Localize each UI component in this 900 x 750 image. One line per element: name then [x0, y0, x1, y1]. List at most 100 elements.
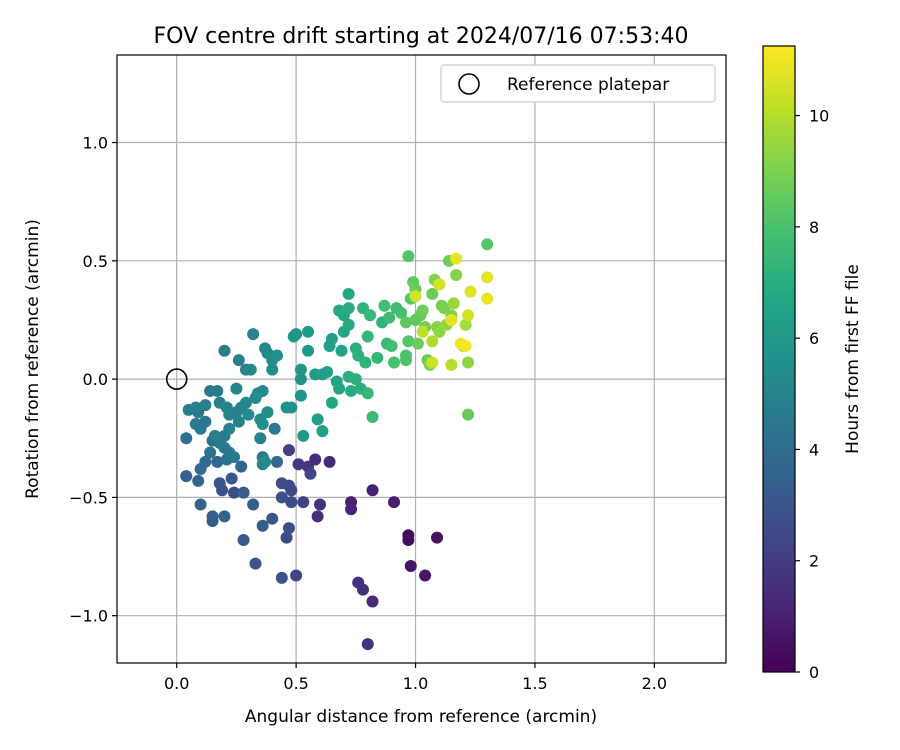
data-point	[232, 354, 245, 367]
data-points	[180, 238, 494, 651]
data-point	[294, 389, 307, 402]
data-point	[230, 382, 243, 395]
colorbar-tick-label: 0	[809, 663, 819, 682]
data-point	[345, 503, 358, 516]
data-point	[321, 366, 334, 379]
colorbar-ticks: 0 2 4 6 8 10	[795, 107, 829, 682]
data-point	[333, 304, 346, 317]
data-point	[192, 474, 205, 487]
x-axis-ticks: 0.0 0.5 1.0 1.5 2.0	[164, 663, 667, 693]
data-point	[199, 415, 212, 428]
data-point	[450, 252, 463, 265]
colorbar-tick-label: 6	[809, 329, 819, 348]
grid	[117, 55, 726, 663]
data-point	[481, 238, 494, 251]
data-point	[235, 460, 248, 473]
data-point	[259, 455, 272, 468]
data-point	[333, 382, 346, 395]
data-point	[399, 316, 412, 329]
data-point	[256, 519, 269, 532]
data-point	[213, 477, 226, 490]
data-point	[211, 384, 224, 397]
data-point	[409, 290, 422, 303]
y-tick-label: −1.0	[69, 607, 108, 626]
data-point	[225, 472, 238, 485]
data-point	[404, 560, 417, 573]
data-point	[352, 576, 365, 589]
data-point	[462, 408, 475, 421]
data-point	[302, 325, 315, 338]
data-point	[211, 455, 224, 468]
data-point	[218, 510, 231, 523]
data-point	[335, 344, 348, 357]
data-point	[361, 638, 374, 651]
plot-area	[116, 54, 727, 664]
data-point	[271, 349, 284, 362]
data-point	[199, 455, 212, 468]
colorbar-label: Hours from first FF file	[843, 264, 863, 454]
y-tick-label: 0.0	[83, 370, 108, 389]
legend-marker-icon	[458, 73, 480, 95]
x-tick-label: 1.5	[522, 674, 547, 693]
colorbar-gradient	[762, 45, 796, 673]
data-point	[275, 477, 288, 490]
colorbar-tick-label: 4	[809, 440, 819, 459]
data-point	[247, 498, 260, 511]
data-point	[359, 356, 372, 369]
y-tick-label: 0.5	[83, 252, 108, 271]
data-point	[388, 496, 401, 509]
data-point	[208, 429, 221, 442]
data-point	[402, 250, 415, 263]
data-point	[371, 351, 384, 364]
data-point	[481, 271, 494, 284]
plot-background	[117, 55, 726, 663]
data-point	[232, 415, 245, 428]
x-tick-label: 1.0	[403, 674, 428, 693]
data-point	[426, 356, 439, 369]
data-point	[228, 451, 241, 464]
data-point	[247, 328, 260, 341]
data-point	[325, 396, 338, 409]
data-point	[366, 595, 379, 608]
chart-title: FOV centre drift starting at 2024/07/16 …	[154, 24, 689, 49]
data-point	[364, 309, 377, 322]
data-point	[349, 373, 362, 386]
data-point	[285, 401, 298, 414]
data-point	[314, 498, 326, 511]
data-point	[180, 470, 193, 483]
data-point	[464, 285, 477, 298]
data-point	[280, 531, 293, 544]
data-point	[285, 484, 298, 497]
data-point	[431, 531, 444, 544]
data-point	[447, 297, 460, 310]
data-point	[242, 408, 255, 421]
data-point	[237, 533, 250, 546]
data-point	[266, 363, 279, 376]
colorbar-tick-label: 10	[809, 107, 829, 126]
data-point	[275, 571, 288, 584]
data-point	[323, 455, 336, 468]
data-point	[416, 304, 429, 317]
data-point	[445, 313, 458, 326]
data-point	[239, 396, 252, 409]
reference-marker	[165, 368, 188, 390]
colorbar-tick-label: 2	[809, 552, 819, 571]
data-point	[266, 512, 279, 525]
data-point	[282, 522, 295, 535]
data-point	[189, 401, 202, 414]
data-point	[261, 406, 274, 419]
x-tick-label: 0.0	[164, 674, 189, 693]
data-point	[237, 486, 250, 499]
y-axis-label: Rotation from reference (arcmin)	[23, 219, 43, 499]
legend-label: Reference platepar	[507, 75, 669, 95]
data-point	[249, 557, 262, 570]
data-point	[459, 339, 472, 352]
data-point	[290, 569, 303, 582]
data-point	[388, 356, 401, 369]
data-point	[366, 410, 379, 423]
data-point	[342, 302, 355, 315]
data-point	[244, 363, 257, 376]
data-point	[361, 330, 374, 343]
data-point	[459, 318, 472, 331]
data-point	[462, 309, 475, 322]
